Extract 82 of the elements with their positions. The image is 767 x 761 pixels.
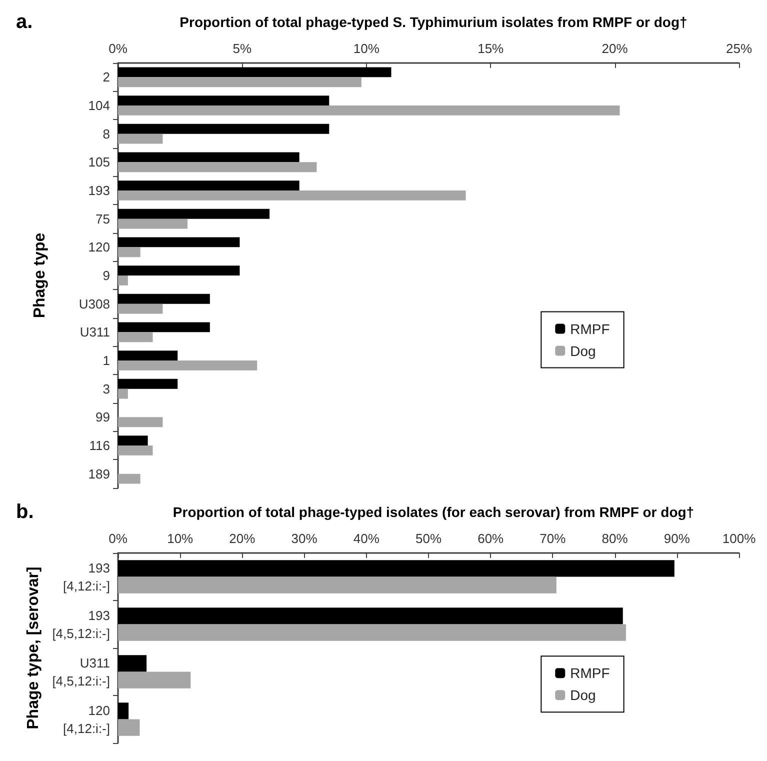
bar — [118, 360, 258, 370]
bar — [118, 276, 128, 286]
bar — [118, 190, 466, 200]
y-tick-label: 193 [4,5,12:i:-] — [52, 608, 110, 641]
bar — [118, 576, 556, 594]
bar — [118, 702, 129, 720]
bar — [118, 436, 148, 446]
legend-label: RMPF — [570, 665, 610, 682]
x-tick-label: 15% — [478, 41, 504, 56]
bar — [118, 624, 626, 641]
y-tick-label: 8 — [102, 126, 110, 142]
bar — [118, 560, 674, 577]
x-tick-label: 80% — [602, 531, 628, 546]
y-tick-label: 1 — [102, 353, 110, 368]
y-tick-label: U308 — [78, 296, 110, 312]
y-tick-label: 193 [4,12:i:-] — [63, 560, 110, 594]
bar — [118, 378, 178, 389]
x-tick-label: 25% — [726, 41, 752, 56]
y-tick-label: U311 — [80, 324, 110, 340]
y-axis-title: Phage type — [32, 232, 48, 318]
y-tick-label: 75 — [96, 211, 110, 226]
text: a. — [16, 11, 33, 33]
y-tick-label: 2 — [102, 70, 110, 85]
legend-label: Dog — [570, 342, 596, 359]
x-tick-label: 60% — [478, 531, 504, 546]
x-tick-label: 10% — [353, 41, 380, 56]
bar — [118, 124, 330, 134]
bar — [118, 672, 191, 688]
bar — [118, 304, 163, 314]
x-tick-label: 0% — [108, 41, 128, 56]
y-tick-label: 105 — [88, 154, 110, 170]
bar — [118, 208, 270, 219]
bar — [118, 266, 240, 276]
bar — [118, 608, 623, 624]
y-tick-label: 189 — [88, 466, 110, 482]
bar — [118, 294, 210, 304]
bar — [118, 77, 362, 88]
y-tick-label: 9 — [102, 268, 110, 283]
y-tick-label: 104 — [88, 98, 110, 113]
bar — [118, 446, 153, 456]
bar — [118, 218, 188, 229]
x-tick-label: 90% — [664, 531, 690, 546]
x-tick-label: 30% — [291, 531, 318, 546]
bar — [118, 106, 620, 116]
bar — [118, 67, 392, 78]
legend-label: RMPF — [570, 320, 610, 337]
bar — [118, 237, 240, 248]
bar — [118, 322, 210, 332]
bar — [118, 350, 178, 360]
y-tick-label: 120 — [88, 240, 110, 255]
x-tick-label: 50% — [415, 531, 442, 546]
x-tick-label: 0% — [108, 531, 128, 546]
y-tick-label: 99 — [96, 410, 110, 425]
chart-title: Proportion of total phage-typed isolates (for each serovar) from RMPF or dog† — [172, 504, 694, 520]
y-axis-title: Phage type, [serovar] — [24, 566, 42, 730]
y-tick-label: 116 — [89, 438, 110, 453]
bar — [118, 474, 140, 484]
y-tick-label: 193 — [88, 183, 110, 198]
bar — [118, 180, 300, 190]
x-tick-label: 40% — [353, 531, 380, 546]
bar — [118, 388, 128, 399]
x-tick-label: 5% — [232, 41, 252, 56]
text: b. — [16, 501, 34, 523]
x-tick-label: 10% — [167, 531, 194, 546]
x-tick-label: 20% — [229, 531, 256, 546]
y-tick-label: U311 [4,5,12:i:-] — [52, 655, 110, 688]
bar — [118, 162, 317, 172]
bar — [118, 655, 147, 672]
chart-title: Proportion of total phage-typed S. Typhimurium isolates from RMPF or dog† — [180, 14, 688, 30]
x-tick-label: 100% — [722, 531, 756, 546]
x-tick-label: 70% — [540, 531, 566, 546]
bar — [118, 332, 153, 342]
legend-label: Dog — [570, 687, 596, 704]
y-tick-label: 120 [4,12:i:-] — [63, 702, 110, 736]
bar — [118, 134, 163, 144]
bar — [118, 152, 300, 162]
bar — [118, 96, 330, 106]
x-tick-label: 20% — [602, 41, 628, 56]
bar — [118, 417, 163, 428]
bar — [118, 247, 140, 258]
y-tick-label: 3 — [102, 381, 110, 396]
bar — [118, 719, 140, 736]
